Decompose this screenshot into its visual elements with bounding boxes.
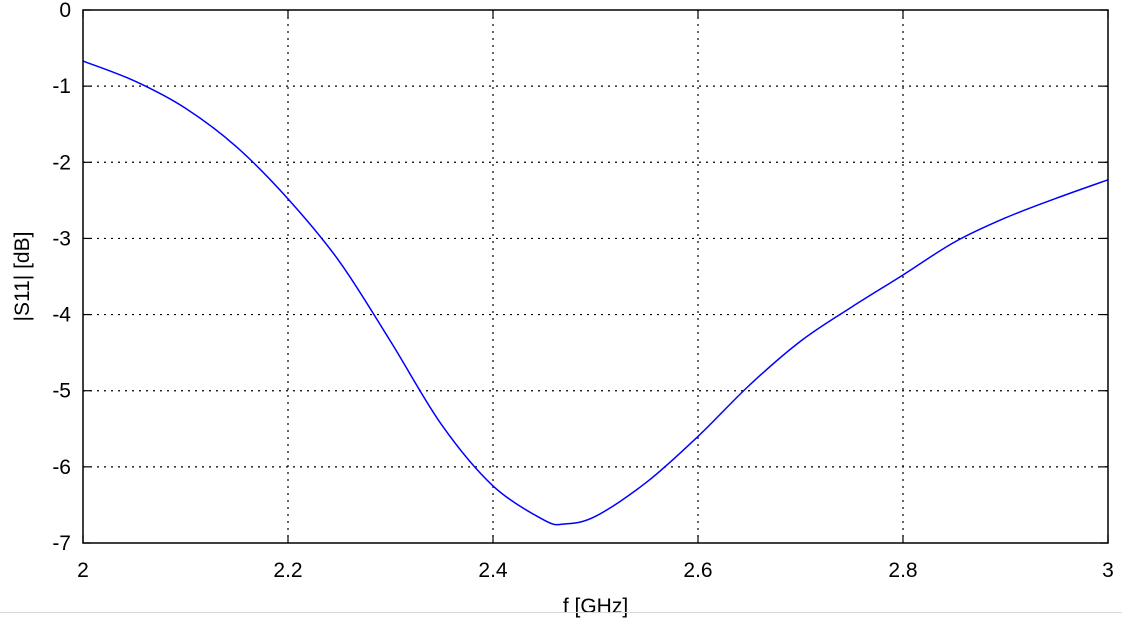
x-tick-label: 2.4 [478, 559, 508, 582]
grid-lines [83, 10, 1108, 543]
y-tick-label: -5 [52, 380, 71, 403]
y-tick-label: -7 [52, 532, 71, 555]
x-tick-label: 2.6 [683, 559, 712, 582]
bottom-divider [0, 612, 1122, 613]
y-axis-label: |S11| [dB] [11, 232, 34, 322]
y-tick-label: -3 [52, 227, 71, 250]
x-tick-label: 2.2 [273, 559, 302, 582]
y-tick-labels: 0 -1 -2 -3 -4 -5 -6 -7 [52, 0, 1108, 555]
series-layer [82, 60, 1109, 526]
plot-frame [82, 9, 1109, 544]
y-tick-label: -6 [52, 456, 71, 479]
x-tick-label: 2.8 [888, 559, 917, 582]
y-tick-label: -4 [52, 304, 71, 327]
x-tick-label: 2 [77, 559, 89, 582]
y-tick-label: -1 [52, 75, 71, 98]
s11-series-line [82, 60, 1109, 526]
y-tick-label: -2 [52, 151, 71, 174]
y-tick-label: 0 [59, 0, 71, 22]
x-tick-labels: 2 2.2 2.4 2.6 2.8 3 [77, 10, 1114, 582]
x-tick-label: 3 [1102, 559, 1114, 582]
x-axis-label: f [GHz] [563, 595, 628, 618]
